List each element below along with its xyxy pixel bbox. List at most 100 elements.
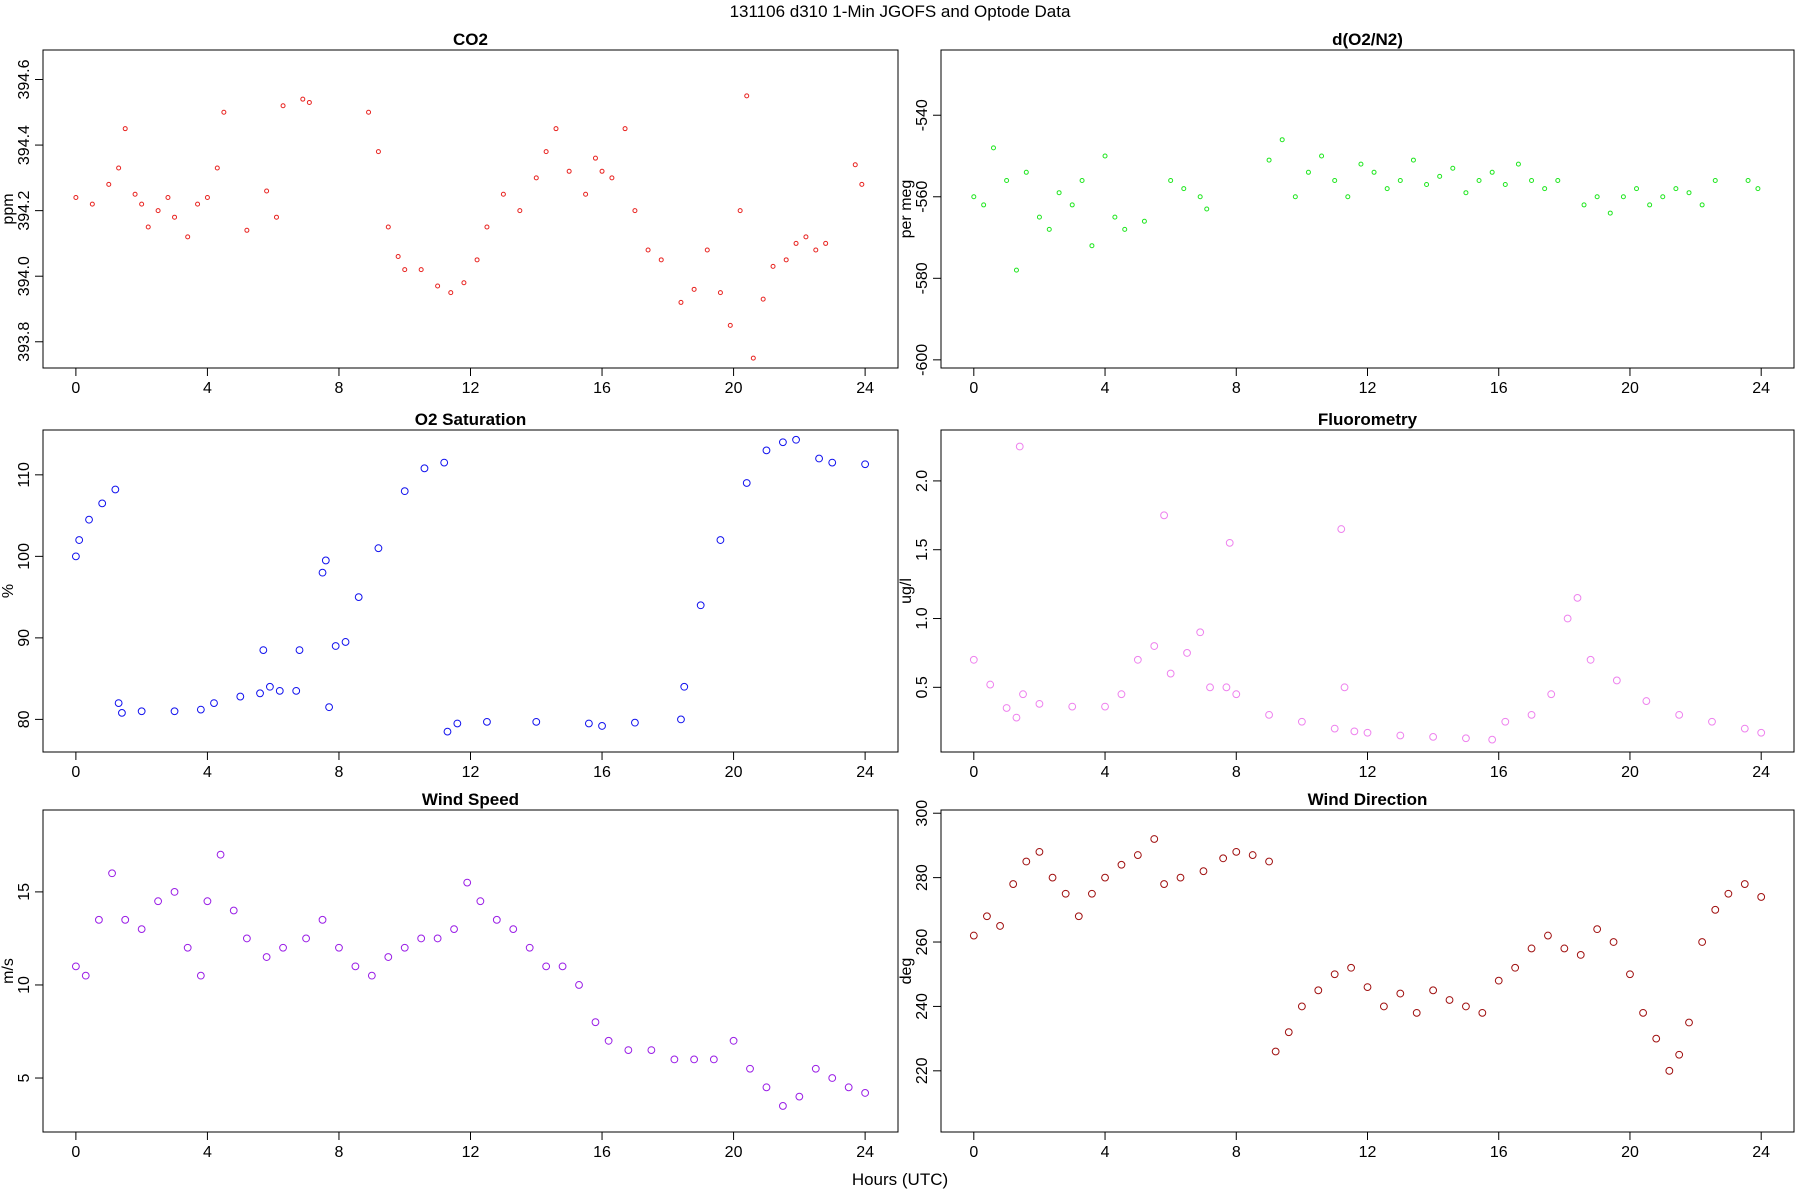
data-point — [1330, 970, 1339, 979]
data-point — [1757, 893, 1766, 901]
data-point — [1225, 538, 1234, 547]
figure-xlabel: Hours (UTC) — [851, 1170, 949, 1189]
data-point — [1013, 267, 1019, 273]
data-point — [1199, 867, 1208, 876]
data-point — [1305, 169, 1311, 175]
data-point — [1117, 690, 1126, 699]
data-point — [1181, 186, 1187, 192]
figure-title: 131106 d310 1-Min JGOFS and Optode Data — [729, 2, 1071, 21]
data-point — [98, 499, 107, 508]
data-point — [1755, 186, 1761, 192]
x-tick-label: 16 — [593, 380, 611, 397]
data-point — [273, 214, 279, 220]
data-point — [647, 1046, 656, 1055]
data-point — [1069, 202, 1075, 208]
data-point — [1248, 851, 1257, 859]
x-tick-label: 24 — [856, 380, 874, 397]
data-point — [1501, 717, 1510, 726]
data-point — [1586, 655, 1595, 664]
data-point — [1204, 206, 1210, 212]
data-point — [1478, 1008, 1487, 1017]
chart-title: Wind Speed — [422, 790, 519, 809]
data-point — [204, 195, 210, 201]
chart-do2n2: d(O2/N2) 0 4 8 12 16 20 24 -600 -580 -560 -540 per m… — [898, 30, 1795, 397]
data-point — [969, 931, 978, 940]
data-point — [1168, 177, 1174, 183]
x-tick-label: 20 — [1621, 380, 1639, 397]
data-point — [1101, 873, 1109, 882]
y-tick-label: 394.0 — [16, 256, 33, 296]
x-tick-label: 20 — [1621, 764, 1639, 781]
data-point — [420, 464, 429, 473]
data-point — [1271, 1047, 1280, 1056]
x-tick-label: 4 — [203, 380, 212, 397]
data-point — [440, 458, 449, 467]
data-point — [89, 201, 95, 207]
y-axis-label: deg — [898, 958, 915, 985]
data-point — [1620, 194, 1626, 200]
data-point — [1445, 996, 1454, 1004]
x-tick-label: 12 — [462, 764, 480, 781]
data-point — [318, 915, 327, 924]
data-point — [165, 195, 171, 201]
data-point — [1384, 186, 1390, 192]
x-tick-label: 24 — [856, 764, 874, 781]
x-tick-label: 0 — [969, 380, 978, 397]
data-point — [1284, 1028, 1293, 1037]
x-tick-label: 4 — [1101, 764, 1110, 781]
data-point — [1160, 880, 1168, 888]
data-point — [121, 915, 130, 924]
data-point — [737, 208, 743, 214]
data-point — [583, 191, 589, 197]
data-point — [1347, 963, 1355, 972]
data-point — [622, 126, 628, 132]
data-point — [1511, 963, 1520, 972]
y-tick-label: 260 — [914, 929, 931, 956]
data-point — [670, 1055, 679, 1064]
y-tick-label: -600 — [914, 344, 931, 376]
data-point — [566, 168, 572, 174]
data-point — [1117, 860, 1126, 869]
data-point — [1529, 177, 1535, 183]
chart-title: O2 Saturation — [415, 410, 526, 429]
y-tick-label: 15 — [16, 883, 33, 901]
data-point — [262, 953, 271, 961]
data-point — [1292, 194, 1298, 200]
x-tick-label: 4 — [203, 764, 212, 781]
data-point — [852, 162, 858, 168]
x-tick-label: 8 — [335, 764, 344, 781]
data-point — [1573, 593, 1582, 602]
data-point — [1542, 186, 1548, 192]
data-point — [691, 286, 697, 292]
data-point — [844, 1083, 853, 1092]
x-tick-label: 4 — [1101, 1144, 1110, 1161]
data-point — [81, 971, 90, 980]
data-point — [1724, 889, 1733, 898]
data-point — [1206, 683, 1214, 692]
x-tick-label: 0 — [71, 380, 80, 397]
x-tick-label: 20 — [725, 1144, 743, 1161]
data-point — [476, 897, 485, 906]
data-point — [1410, 157, 1416, 163]
y-tick-label: 300 — [914, 800, 931, 827]
data-point — [183, 943, 192, 952]
data-point — [1337, 525, 1346, 533]
data-point — [704, 247, 710, 253]
data-point — [811, 1064, 820, 1073]
data-point — [1079, 177, 1085, 183]
data-point — [137, 925, 146, 934]
data-point — [306, 99, 312, 105]
data-point — [1740, 724, 1749, 733]
data-point — [170, 707, 179, 716]
data-point — [300, 96, 306, 102]
data-point — [543, 149, 549, 155]
data-point — [1176, 873, 1185, 882]
data-point — [1297, 717, 1306, 726]
y-tick-label: -560 — [914, 181, 931, 213]
chart-wdir: Wind Direction 0 4 8 12 16 20 24 220 240 260 280 300… — [898, 790, 1795, 1161]
data-point — [256, 689, 264, 698]
data-point — [1150, 642, 1159, 650]
data-point — [280, 103, 286, 109]
data-point — [1332, 177, 1338, 183]
